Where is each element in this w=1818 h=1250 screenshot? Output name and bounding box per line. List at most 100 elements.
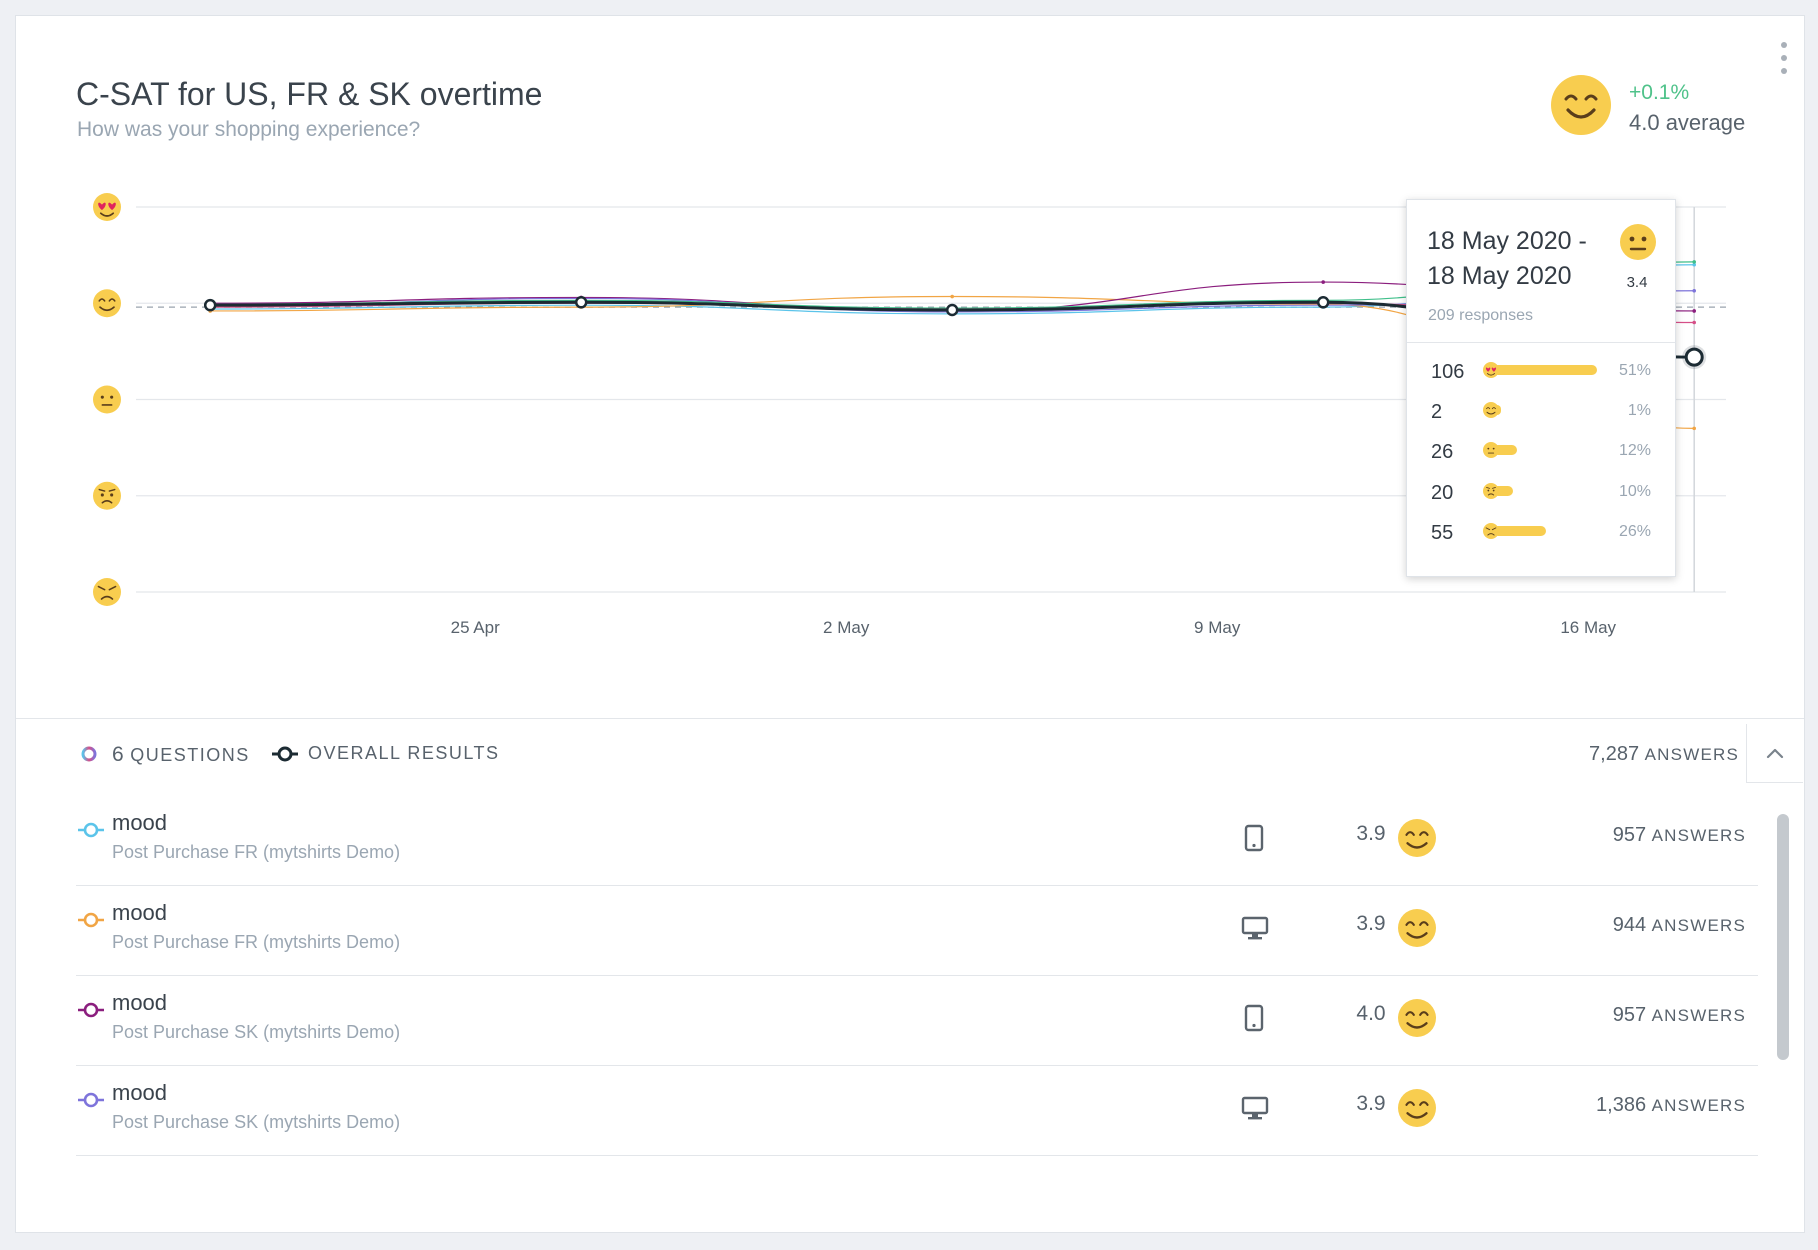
question-answers-label: ANSWERS	[1651, 826, 1746, 845]
question-answers-label: ANSWERS	[1651, 1006, 1746, 1025]
more-options-icon[interactable]	[1774, 36, 1794, 80]
neutral-face-icon	[1483, 442, 1499, 458]
smiling-face-icon	[1398, 999, 1436, 1037]
question-row[interactable]: mood Post Purchase FR (mytshirts Demo) 3.9…	[76, 886, 1758, 976]
question-title: mood	[112, 810, 168, 835]
smiling-face-icon	[1398, 1089, 1436, 1127]
tooltip-responses: 209 responses	[1428, 307, 1533, 324]
worried-face-icon	[1483, 483, 1499, 499]
mobile-icon	[1241, 824, 1267, 857]
csat-widget-card: C-SAT for US, FR & SK overtime How was y…	[15, 15, 1805, 1233]
overall-point[interactable]	[1316, 296, 1330, 309]
chart-tooltip: 18 May 2020 - 18 May 2020 3.4 209 respon…	[1406, 199, 1676, 577]
list-scrollbar[interactable]	[1776, 796, 1790, 1168]
tooltip-row: 20 10%	[1407, 478, 1675, 508]
love-eyes-face-icon	[1483, 362, 1499, 378]
series-point	[1692, 309, 1696, 313]
x-tick-label: 9 May	[1194, 618, 1241, 637]
axis-worried-face-icon	[93, 481, 121, 510]
tooltip-row-percent: 1%	[1627, 402, 1651, 419]
series-point	[1692, 260, 1696, 264]
section-divider	[16, 718, 1804, 719]
question-score: 3.9	[1356, 822, 1386, 845]
tooltip-row-percent: 51%	[1618, 362, 1651, 379]
legend-overall-label: OVERALL RESULTS	[308, 743, 500, 763]
smiling-face-icon	[1483, 402, 1499, 418]
tooltip-row: 106 51%	[1407, 357, 1675, 387]
tooltip-row-count: 106	[1431, 361, 1465, 383]
tooltip-row: 2 1%	[1407, 397, 1675, 427]
angry-face-icon	[1483, 523, 1499, 539]
collapse-button[interactable]	[1746, 724, 1803, 783]
desktop-icon	[1241, 914, 1269, 947]
question-subtitle: Post Purchase FR (mytshirts Demo)	[112, 932, 401, 952]
tooltip-row-percent: 12%	[1618, 442, 1651, 459]
tooltip-row-count: 26	[1431, 441, 1454, 463]
question-answers-label: ANSWERS	[1651, 1096, 1746, 1115]
question-score: 3.9	[1356, 1092, 1386, 1115]
question-subtitle: Post Purchase SK (mytshirts Demo)	[112, 1022, 401, 1042]
tooltip-row: 55 26%	[1407, 518, 1675, 548]
question-row[interactable]: mood Post Purchase SK (mytshirts Demo) 4.0…	[76, 976, 1758, 1066]
series-point	[1321, 280, 1325, 284]
x-tick-label: 2 May	[823, 618, 870, 637]
mobile-icon	[1241, 1004, 1267, 1037]
series-point	[1692, 262, 1696, 267]
legend-questions-count: 6	[112, 743, 124, 766]
series-marker-icon	[78, 1002, 104, 1018]
question-list: mood Post Purchase FR (mytshirts Demo) 3.9…	[76, 796, 1758, 1168]
smiling-face-icon	[1398, 909, 1436, 947]
question-row[interactable]: mood Post Purchase SK (mytshirts Demo) 3.9…	[76, 1066, 1758, 1156]
question-subtitle: Post Purchase FR (mytshirts Demo)	[112, 842, 401, 862]
neutral-face-icon	[1483, 442, 1499, 458]
average-score: 4.0 average	[1629, 110, 1746, 135]
axis-smiling-face-icon	[93, 289, 121, 318]
question-answers-label: ANSWERS	[1651, 916, 1746, 935]
question-row[interactable]: mood Post Purchase FR (mytshirts Demo) 3.9…	[76, 796, 1758, 886]
question-answers-value: 944	[1612, 914, 1647, 936]
smiling-face-icon	[1398, 999, 1436, 1037]
hover-point[interactable]	[1684, 347, 1704, 367]
question-answers-value: 957	[1612, 824, 1647, 846]
worried-face-icon	[1483, 483, 1499, 499]
question-answers: 957 ANSWERS	[1613, 1004, 1746, 1027]
question-answers-value: 957	[1612, 1004, 1647, 1026]
overall-point[interactable]	[203, 298, 217, 312]
tooltip-divider	[1407, 342, 1675, 343]
scrollbar-thumb[interactable]	[1777, 814, 1789, 1060]
tooltip-score: 3.4	[1626, 274, 1648, 291]
series-point	[1692, 320, 1696, 325]
series-point	[1692, 426, 1696, 431]
question-answers-value: 1,386	[1596, 1094, 1647, 1116]
question-score: 4.0	[1356, 1002, 1386, 1025]
widget-title: C-SAT for US, FR & SK overtime	[76, 76, 543, 112]
smiling-face-icon	[1398, 819, 1436, 857]
multi-series-icon	[76, 746, 102, 762]
smiling-face-icon	[1398, 909, 1436, 947]
overall-point[interactable]	[945, 303, 959, 317]
tooltip-row-count: 55	[1431, 522, 1454, 544]
total-answers-value: 7,287	[1589, 743, 1640, 765]
total-answers-label: ANSWERS	[1644, 745, 1739, 764]
overall-point[interactable]	[574, 296, 588, 309]
overall-series-icon	[272, 746, 298, 762]
tooltip-row-bar	[1493, 365, 1597, 375]
chevron-up-icon	[1766, 748, 1784, 759]
tooltip-row: 26 12%	[1407, 437, 1675, 467]
tooltip-row-percent: 10%	[1618, 483, 1651, 500]
question-subtitle: Post Purchase SK (mytshirts Demo)	[112, 1112, 401, 1132]
legend-questions-label: QUESTIONS	[130, 745, 250, 765]
series-point	[1692, 288, 1696, 293]
question-answers: 957 ANSWERS	[1613, 824, 1746, 847]
axis-neutral-face-icon	[93, 385, 121, 414]
question-title: mood	[112, 1080, 168, 1105]
tooltip-row-count: 20	[1431, 482, 1454, 504]
series-marker-icon	[78, 912, 104, 928]
neutral-face-icon	[1620, 224, 1656, 260]
smiling-face-icon	[1483, 402, 1499, 418]
series-marker-icon	[78, 1092, 104, 1108]
tooltip-date-range: 18 May 2020 - 18 May 2020	[1427, 227, 1587, 290]
tooltip-row-count: 2	[1431, 401, 1443, 423]
desktop-icon	[1241, 1094, 1269, 1127]
series-point	[950, 294, 954, 299]
